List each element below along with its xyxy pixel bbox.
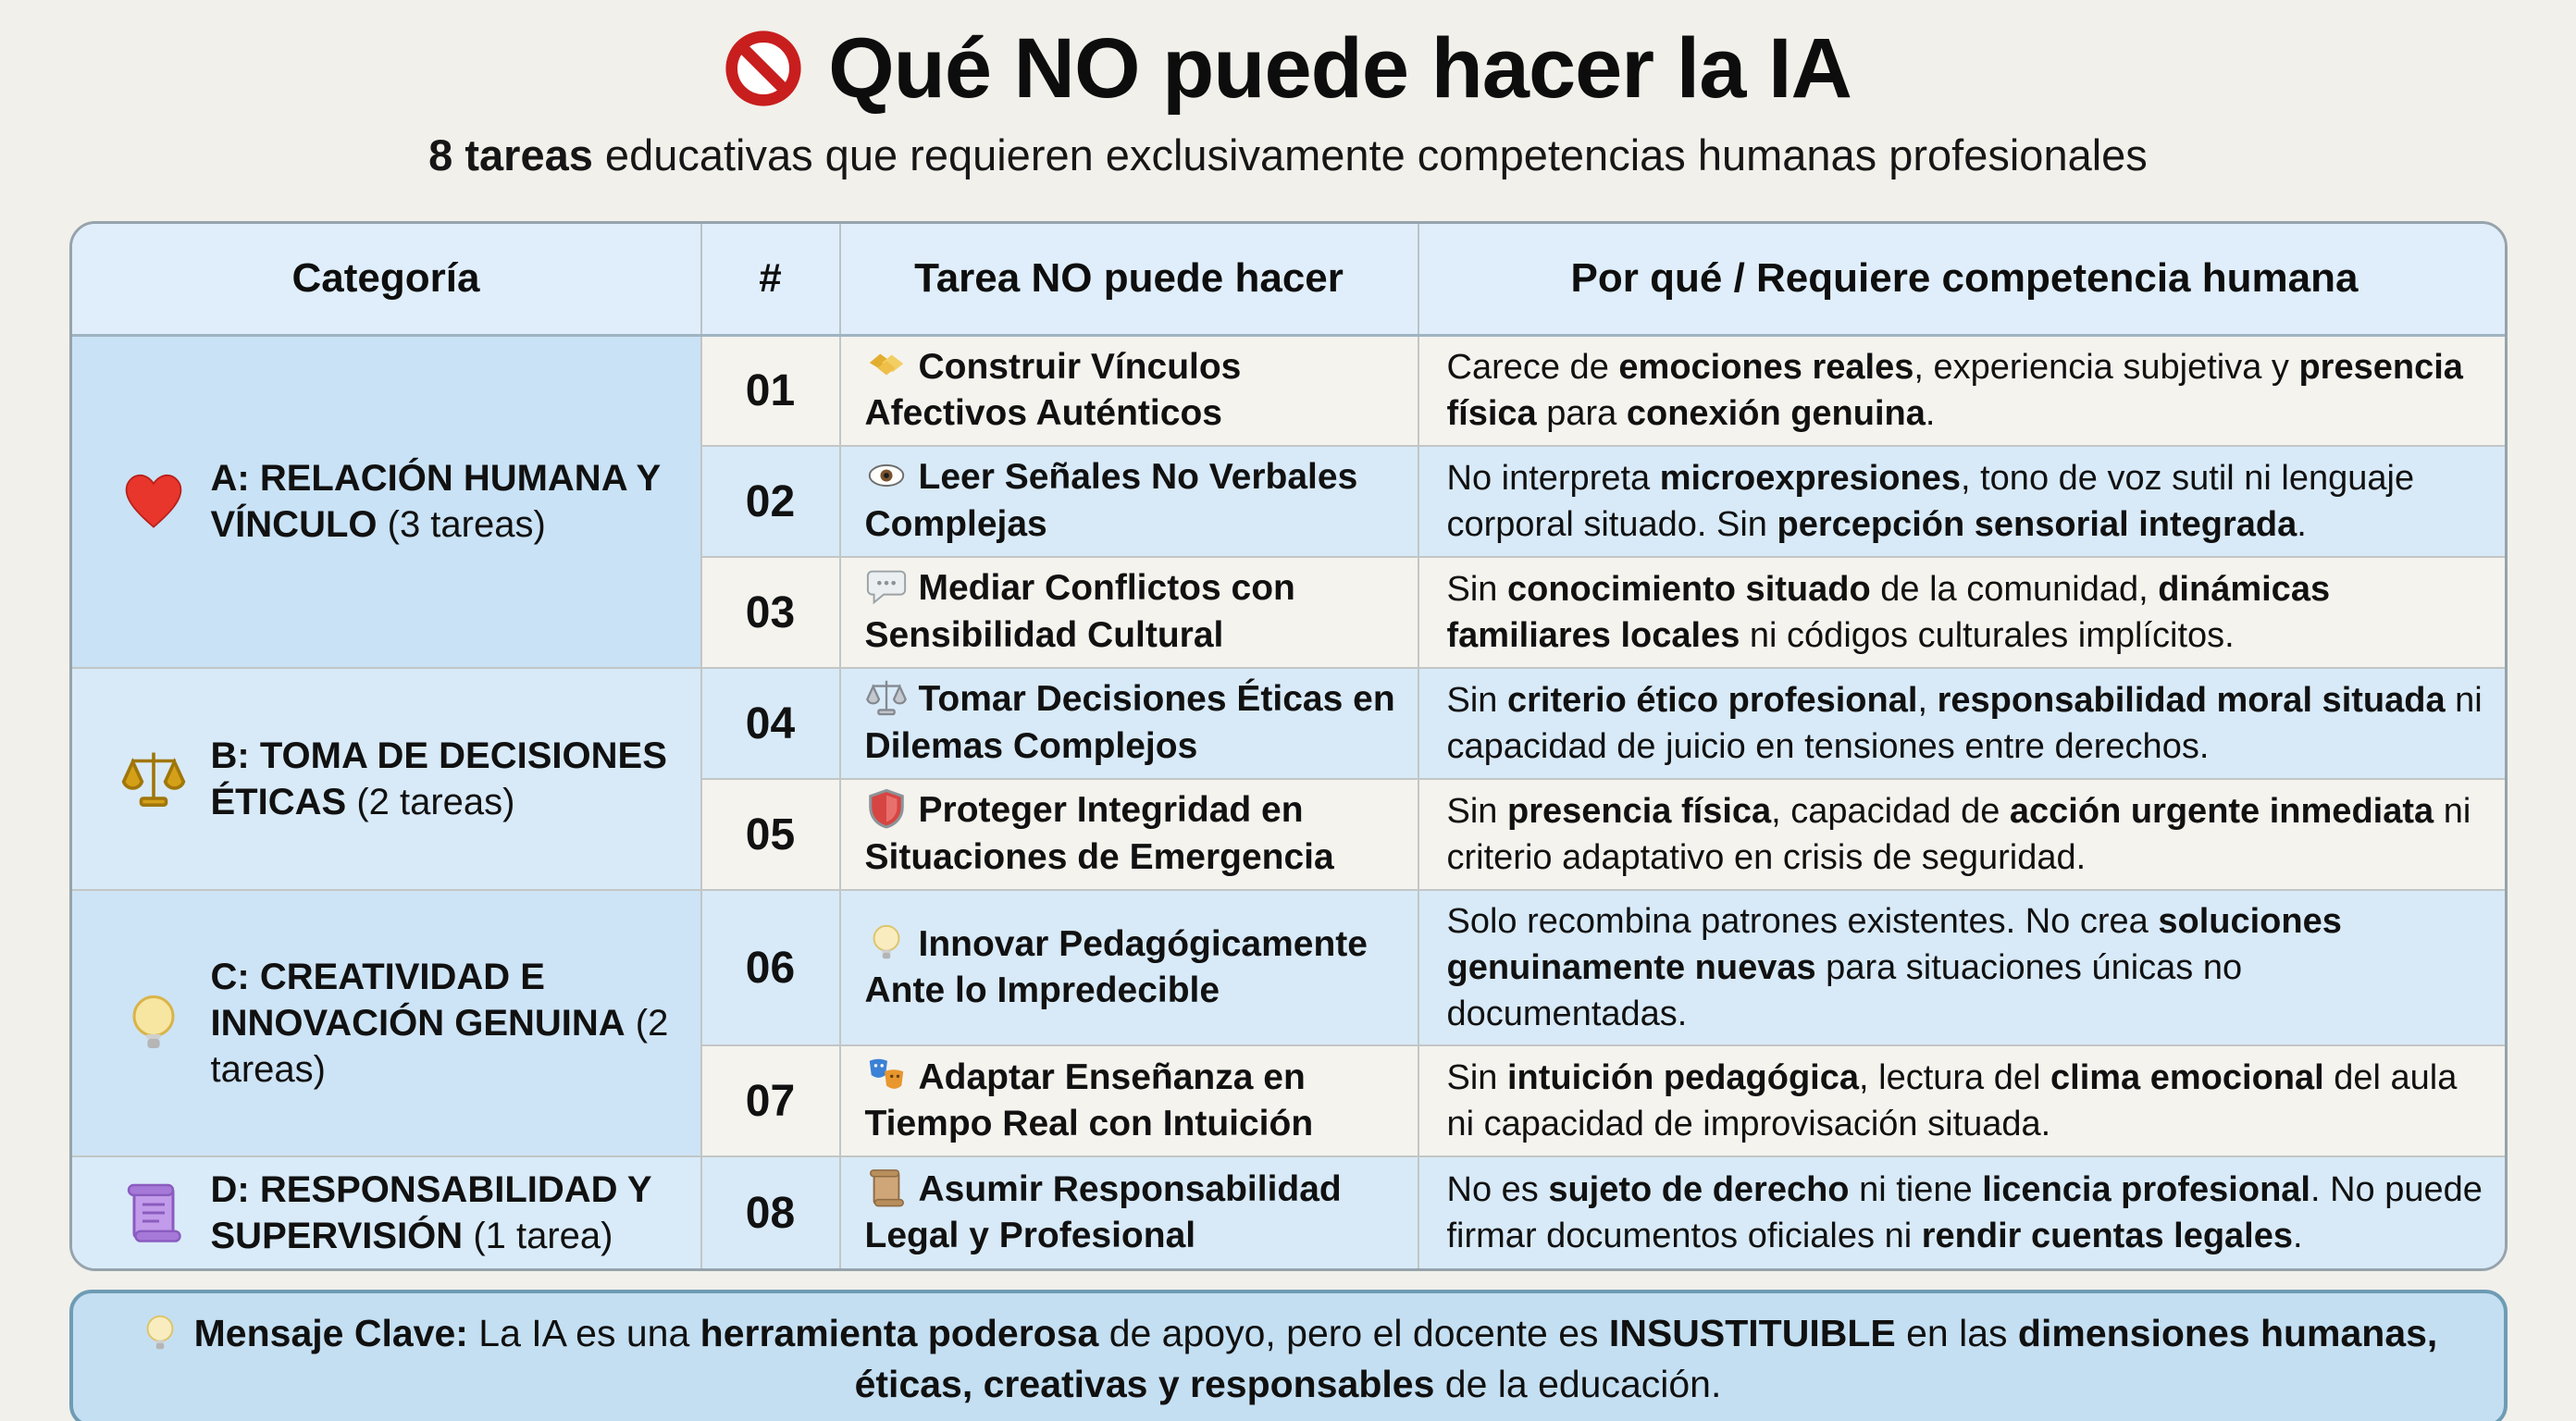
category-cell-b: B: TOMA DE DECISIONES ÉTICAS (2 tareas) [71,668,702,891]
category-cell-a: A: RELACIÓN HUMANA Y VÍNCULO (3 tareas) [71,335,702,669]
task-reason: Sin presencia física, capacidad de acció… [1418,779,2505,891]
key-message-box: Mensaje Clave: La IA es una herramienta … [68,1290,2508,1421]
table-row-01: A: RELACIÓN HUMANA Y VÍNCULO (3 tareas) … [71,335,2505,669]
task-cell: Leer Señales No Verbales Complejas [839,446,1419,558]
task-reason: Sin criterio ético profesional, responsa… [1418,668,2505,780]
category-cell-d: D: RESPONSABILIDAD Y SUPERVISIÓN (1 tare… [71,1156,702,1269]
scroll-icon [865,1167,908,1209]
tasks-table: Categoría # Tarea NO puede hacer Por qué… [71,224,2505,1269]
theater-masks-icon [865,1055,908,1097]
header-categoria: Categoría [71,224,702,337]
page-title: Qué NO puede hacer la IA [0,20,2576,117]
header-porque: Por qué / Requiere competencia humana [1418,224,2505,337]
category-label: B: TOMA DE DECISIONES ÉTICAS (2 tareas) [210,735,667,822]
header-numero: # [700,224,841,337]
table-row-07: 07 Adaptar Enseñanza en Tiempo Real con … [72,1045,2505,1158]
handshake-icon [865,344,908,387]
category-label: C: CREATIVIDAD E INNOVACIÓN GENUINA (2 t… [210,957,669,1091]
light-bulb-icon [139,1312,181,1354]
header-tarea: Tarea NO puede hacer [839,224,1419,337]
task-label: Tomar Decisiones Éticas en Dilemas Compl… [864,679,1395,766]
task-cell: Adaptar Enseñanza en Tiempo Real con Int… [839,1045,1419,1158]
page-title-text: Qué NO puede hacer la IA [828,20,1852,116]
task-label: Leer Señales No Verbales Complejas [864,457,1358,544]
task-number: 02 [700,446,841,558]
task-number: 01 [700,335,841,447]
balance-scale-icon [865,676,908,719]
table-row-08: D: RESPONSABILIDAD Y SUPERVISIÓN (1 tare… [71,1156,2505,1269]
table-row-04: B: TOMA DE DECISIONES ÉTICAS (2 tareas) … [71,668,2505,891]
task-label: Innovar Pedagógicamente Ante lo Impredec… [864,923,1368,1011]
task-cell: Proteger Integridad en Situaciones de Em… [839,779,1419,891]
category-label: A: RELACIÓN HUMANA Y VÍNCULO (3 tareas) [210,458,661,546]
task-reason: Carece de emociones reales, experiencia … [1418,335,2505,447]
table-row-06: C: CREATIVIDAD E INNOVACIÓN GENUINA (2 t… [71,890,2505,1158]
task-label: Construir Vínculos Afectivos Auténticos [864,346,1242,434]
task-label: Proteger Integridad en Situaciones de Em… [864,790,1334,877]
light-bulb-icon [865,921,908,964]
task-cell: Mediar Conflictos con Sensibilidad Cultu… [839,557,1419,669]
task-label: Adaptar Enseñanza en Tiempo Real con Int… [864,1056,1314,1144]
task-cell: Tomar Decisiones Éticas en Dilemas Compl… [839,668,1419,780]
balance-scale-icon [120,746,187,812]
shield-icon [865,787,908,830]
task-label: Asumir Responsabilidad Legal y Profesion… [864,1168,1342,1256]
category-cell-c: C: CREATIVIDAD E INNOVACIÓN GENUINA (2 t… [71,890,702,1158]
task-reason: No interpreta microexpresiones, tono de … [1418,446,2505,558]
task-label: Mediar Conflictos con Sensibilidad Cultu… [864,568,1295,655]
task-number: 08 [700,1156,841,1269]
task-reason: No es sujeto de derecho ni tiene licenci… [1418,1156,2505,1269]
light-bulb-icon [120,990,187,1056]
eye-icon [865,454,908,497]
header-row: Categoría # Tarea NO puede hacer Por qué… [71,224,2505,337]
task-cell: Asumir Responsabilidad Legal y Profesion… [839,1156,1419,1269]
red-heart-icon [120,468,187,535]
task-reason: Sin conocimiento situado de la comunidad… [1418,557,2505,669]
task-reason: Sin intuición pedagógica, lectura del cl… [1418,1045,2505,1158]
speech-balloon-icon [865,565,908,608]
task-cell: Innovar Pedagógicamente Ante lo Impredec… [839,890,1419,1047]
tasks-table-wrapper: Categoría # Tarea NO puede hacer Por qué… [68,221,2508,1272]
task-reason: Solo recombina patrones existentes. No c… [1418,890,2505,1047]
category-label: D: RESPONSABILIDAD Y SUPERVISIÓN (1 tare… [210,1169,651,1257]
task-number: 07 [700,1045,841,1158]
task-number: 05 [700,779,841,891]
table-row-02: 02 Leer Señales No Verbales Complejas No… [72,446,2505,558]
task-number: 04 [700,668,841,780]
no-entry-icon [724,30,802,107]
task-number: 03 [700,557,841,669]
purple-scroll-icon [120,1180,187,1246]
task-cell: Construir Vínculos Afectivos Auténticos [839,335,1419,447]
table-row-03: 03 Mediar Conflictos con Sensibilidad Cu… [72,557,2505,669]
key-message-text: Mensaje Clave: La IA es una herramienta … [193,1312,2438,1405]
task-number: 06 [700,890,841,1047]
table-row-05: 05 Proteger Integridad en Situaciones de… [72,779,2505,891]
page-subtitle: 8 tareas educativas que requieren exclus… [428,130,2148,179]
